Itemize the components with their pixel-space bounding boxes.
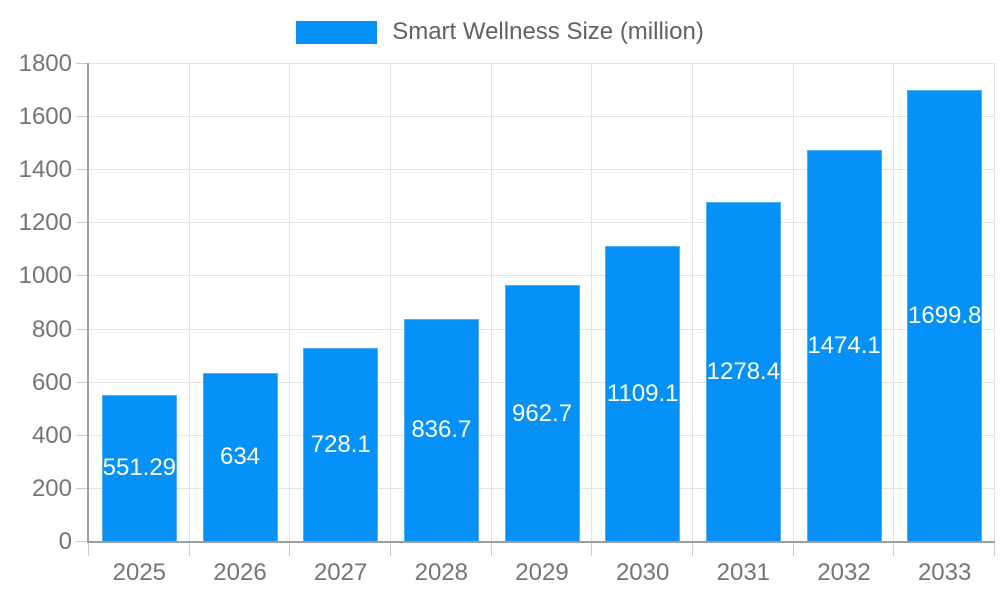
gridline-vertical — [490, 63, 492, 541]
y-axis-label: 200 — [31, 474, 72, 502]
bar-value-label: 1699.8 — [908, 301, 982, 329]
bar-value-label: 634 — [219, 443, 261, 471]
bar-value-label: 728.1 — [310, 430, 371, 458]
bar[interactable]: 1109.1 — [605, 246, 681, 541]
x-axis-tick — [692, 543, 693, 556]
y-axis-label: 1000 — [18, 262, 72, 290]
bar[interactable]: 634 — [202, 372, 278, 541]
y-axis-tick — [76, 169, 87, 171]
category-band: 1699.8 — [894, 63, 995, 541]
bar[interactable]: 1699.8 — [907, 89, 983, 541]
category-band: 1278.4 — [693, 63, 794, 541]
gridline-vertical — [591, 63, 593, 541]
x-axis-tick — [792, 543, 794, 556]
y-axis-tick — [76, 328, 87, 330]
gridline-vertical — [994, 63, 995, 541]
x-axis-tick — [88, 543, 89, 556]
x-axis-tick — [188, 543, 190, 556]
category-band: 1109.1 — [592, 63, 693, 541]
x-axis-label: 2032 — [817, 559, 871, 586]
category-band: 962.7 — [492, 63, 593, 541]
bar-value-label: 962.7 — [511, 399, 573, 427]
x-axis-tick — [591, 543, 593, 556]
bar[interactable]: 728.1 — [303, 347, 379, 541]
chart-legend: Smart Wellness Size (million) — [0, 18, 1000, 46]
bar[interactable]: 1278.4 — [705, 201, 781, 541]
y-axis-tick — [76, 541, 87, 542]
x-axis-label: 2027 — [313, 559, 368, 586]
legend-label: Smart Wellness Size (million) — [392, 18, 704, 45]
y-axis-label: 1400 — [18, 156, 72, 184]
y-axis-label: 0 — [58, 528, 72, 555]
x-axis-label: 2030 — [615, 559, 670, 586]
legend-item[interactable]: Smart Wellness Size (million) — [296, 18, 704, 46]
gridline-horizontal — [89, 116, 995, 118]
x-axis-tick — [289, 543, 291, 556]
x-axis-label: 2028 — [414, 559, 469, 586]
x-axis-label: 2033 — [917, 559, 972, 586]
y-axis-tick — [76, 487, 87, 489]
bar[interactable]: 836.7 — [403, 318, 479, 541]
y-axis-label: 1200 — [18, 209, 72, 237]
plot-area: 551.29 634 728.1 836.7 962.7 1109.1 1278.4 1474… — [76, 63, 995, 556]
bar-value-label: 1474.1 — [807, 331, 881, 359]
x-axis-label: 2025 — [112, 559, 167, 586]
y-axis-label: 400 — [31, 421, 72, 449]
bar-value-label: 836.7 — [411, 416, 472, 444]
y-axis-label: 600 — [31, 368, 72, 396]
bar-value-label: 1109.1 — [606, 380, 679, 408]
gridline-vertical — [289, 63, 291, 541]
gridline-vertical — [792, 63, 794, 541]
gridline-horizontal — [89, 275, 995, 277]
category-band: 836.7 — [391, 63, 492, 541]
x-axis-tick — [490, 543, 492, 556]
bar[interactable]: 962.7 — [504, 285, 580, 541]
bar-value-label: 551.29 — [102, 454, 177, 482]
y-axis-tick — [76, 116, 87, 118]
y-axis-tick — [76, 275, 87, 277]
x-axis-label: 2029 — [515, 559, 569, 586]
x-axis-tick — [390, 543, 391, 556]
gridline-horizontal — [89, 222, 995, 224]
gridline-vertical — [692, 63, 693, 541]
y-axis-tick — [76, 434, 87, 436]
y-axis-label: 1800 — [18, 50, 72, 77]
gridline-horizontal — [89, 169, 995, 171]
category-band: 1474.1 — [794, 63, 895, 541]
y-axis-tick — [76, 63, 87, 64]
gridline-vertical — [188, 63, 190, 541]
x-axis-label: 2026 — [213, 559, 267, 586]
y-axis-tick — [76, 222, 87, 224]
gridline-horizontal — [89, 63, 995, 64]
legend-swatch — [296, 20, 378, 44]
x-axis-label: 2031 — [716, 559, 771, 586]
y-axis-label: 1600 — [18, 103, 72, 131]
bar[interactable]: 551.29 — [101, 394, 177, 541]
bars-container: 551.29 634 728.1 836.7 962.7 1109.1 1278.4 1474… — [89, 63, 995, 541]
gridline-vertical — [893, 63, 895, 541]
x-axis-tick — [994, 543, 995, 556]
bar[interactable]: 1474.1 — [806, 149, 882, 541]
category-band: 634 — [190, 63, 291, 541]
x-axis-tick — [893, 543, 895, 556]
y-axis-tick — [76, 381, 87, 383]
y-axis-label: 800 — [31, 315, 72, 343]
gridline-vertical — [390, 63, 391, 541]
category-band: 728.1 — [290, 63, 391, 541]
category-band: 551.29 — [89, 63, 190, 541]
bar-value-label: 1278.4 — [706, 357, 781, 385]
